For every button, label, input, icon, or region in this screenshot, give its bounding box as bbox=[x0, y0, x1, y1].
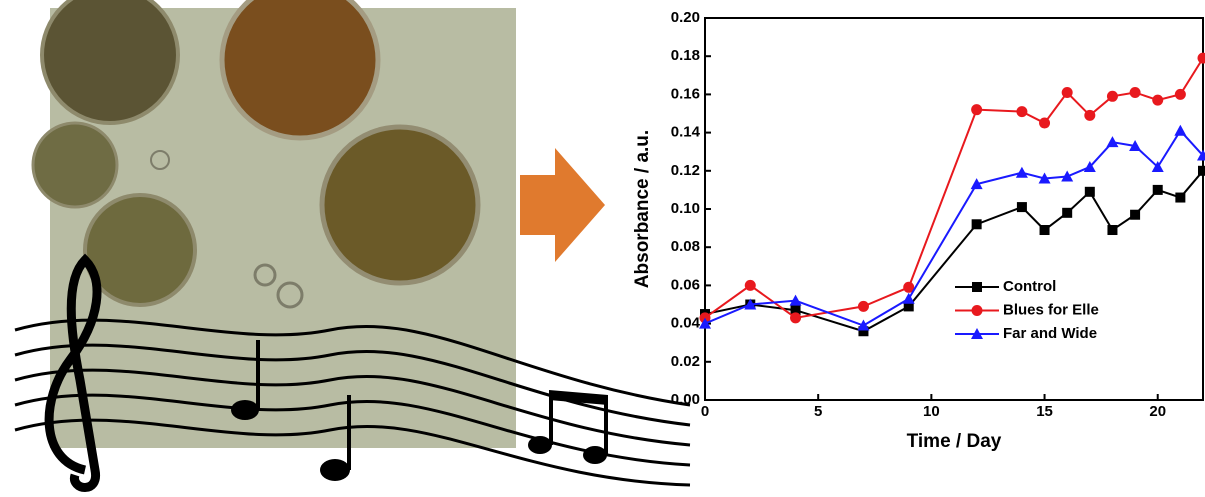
legend-label: Control bbox=[1003, 278, 1056, 295]
cell bbox=[85, 195, 195, 305]
data-point bbox=[971, 104, 982, 115]
data-point bbox=[1039, 118, 1050, 129]
data-point bbox=[1107, 91, 1118, 102]
arrow bbox=[520, 148, 605, 262]
micrograph bbox=[33, 0, 516, 448]
note-head bbox=[231, 400, 259, 420]
cell bbox=[222, 0, 378, 138]
y-tick-label: 0.12 bbox=[671, 162, 700, 179]
data-point bbox=[1040, 225, 1050, 235]
legend-marker bbox=[972, 305, 983, 316]
x-tick-label: 20 bbox=[1149, 403, 1166, 420]
data-point bbox=[1016, 167, 1028, 178]
plot-frame bbox=[705, 18, 1203, 400]
x-axis-label: Time / Day bbox=[907, 431, 1002, 452]
note-stem bbox=[256, 340, 260, 410]
legend-marker bbox=[972, 282, 982, 292]
data-point bbox=[1152, 95, 1163, 106]
note-head bbox=[320, 459, 350, 481]
note-head bbox=[583, 446, 607, 464]
cell bbox=[42, 0, 178, 123]
data-point bbox=[1198, 53, 1205, 64]
x-tick-label: 10 bbox=[923, 403, 940, 420]
y-tick-label: 0.16 bbox=[671, 85, 700, 102]
data-point bbox=[1085, 187, 1095, 197]
note-head bbox=[528, 436, 552, 454]
note-stem bbox=[347, 395, 351, 470]
note-stem bbox=[604, 400, 608, 455]
x-tick-label: 15 bbox=[1036, 403, 1053, 420]
data-point bbox=[1062, 87, 1073, 98]
x-tick-label: 5 bbox=[814, 403, 822, 420]
y-axis-label: Absorbance / a.u. bbox=[632, 130, 653, 288]
data-point bbox=[1106, 136, 1118, 147]
y-tick-label: 0.14 bbox=[671, 124, 701, 141]
y-tick-label: 0.08 bbox=[671, 238, 700, 255]
y-tick-label: 0.06 bbox=[671, 276, 700, 293]
note-stem bbox=[549, 395, 553, 445]
y-tick-label: 0.20 bbox=[671, 9, 700, 26]
y-tick-label: 0.00 bbox=[671, 391, 700, 408]
data-point bbox=[1084, 110, 1095, 121]
data-point bbox=[1016, 106, 1027, 117]
y-tick-label: 0.18 bbox=[671, 47, 700, 64]
cell bbox=[322, 127, 478, 283]
data-point bbox=[745, 280, 756, 291]
y-tick-label: 0.04 bbox=[671, 315, 701, 332]
y-tick-label: 0.02 bbox=[671, 353, 700, 370]
data-point bbox=[1175, 193, 1185, 203]
data-point bbox=[1130, 87, 1141, 98]
data-point bbox=[972, 219, 982, 229]
series-line bbox=[705, 131, 1203, 326]
y-tick-label: 0.10 bbox=[671, 200, 700, 217]
data-point bbox=[790, 312, 801, 323]
x-tick-label: 0 bbox=[701, 403, 709, 420]
data-point bbox=[1017, 202, 1027, 212]
data-point bbox=[1107, 225, 1117, 235]
data-point bbox=[1174, 125, 1186, 136]
cell bbox=[33, 123, 117, 207]
series-line bbox=[705, 58, 1203, 318]
legend-label: Far and Wide bbox=[1003, 325, 1097, 342]
legend-label: Blues for Elle bbox=[1003, 301, 1099, 318]
data-point bbox=[1062, 208, 1072, 218]
data-point bbox=[1198, 166, 1205, 176]
data-point bbox=[858, 301, 869, 312]
data-point bbox=[903, 293, 915, 304]
figure: Time / Day Absorbance / a.u. 0.00 0.02 0.0… bbox=[0, 0, 1205, 497]
data-point bbox=[1175, 89, 1186, 100]
data-point bbox=[1153, 185, 1163, 195]
data-point bbox=[1130, 210, 1140, 220]
